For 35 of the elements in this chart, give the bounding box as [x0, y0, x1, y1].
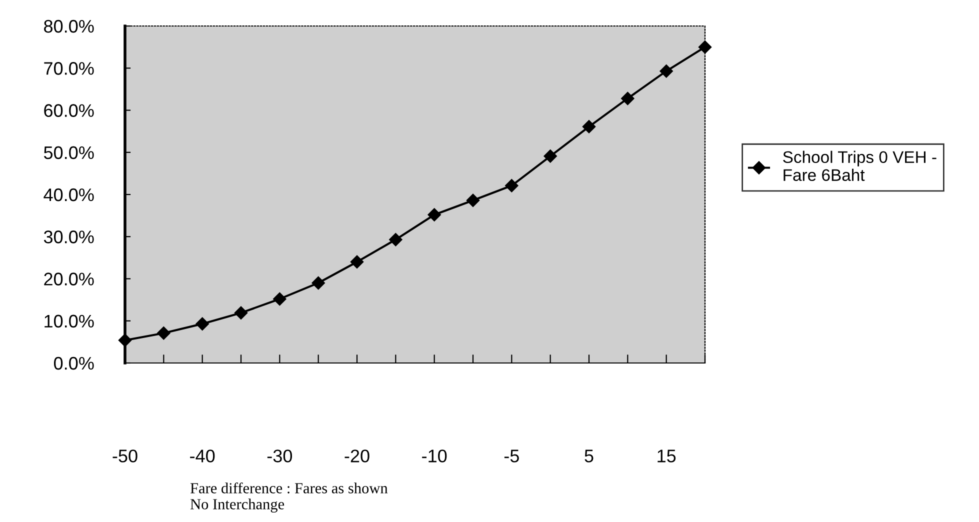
point: [196, 317, 209, 330]
legend-label: School Trips 0 VEH - Fare 6Baht: [783, 150, 936, 181]
point: [621, 92, 634, 106]
point: [466, 194, 480, 207]
point: [118, 334, 132, 347]
point: [350, 255, 364, 268]
x-tick-label: -5: [504, 450, 519, 462]
point: [582, 120, 596, 134]
x-tick-label: -30: [267, 450, 292, 462]
point: [505, 179, 518, 192]
x-tick-label: 5: [584, 450, 594, 462]
x-tick-label: -40: [190, 450, 215, 462]
y-tick-label: 70.0%: [44, 62, 94, 75]
x-tick-label: -20: [344, 450, 370, 462]
y-tick-label: 30.0%: [44, 230, 94, 244]
x-tick-label: -10: [422, 450, 447, 462]
y-tick-label: 0.0%: [54, 356, 94, 370]
point: [428, 208, 441, 222]
y-tick-label: 40.0%: [44, 188, 94, 202]
point: [698, 40, 712, 54]
point: [544, 150, 557, 163]
point: [312, 276, 325, 290]
point: [273, 292, 286, 306]
x-tick-label: -50: [112, 450, 138, 462]
point: [157, 326, 170, 340]
y-tick-label: 80.0%: [44, 20, 94, 33]
point: [389, 232, 402, 246]
x-tick-label: 15: [658, 450, 676, 462]
y-tick-label: 50.0%: [44, 146, 94, 160]
point: [660, 64, 673, 78]
y-tick-label: 60.0%: [44, 104, 94, 117]
y-tick-label: 20.0%: [44, 272, 94, 286]
point: [234, 306, 248, 320]
x-axis-title: Fare difference : Fares as shown No Interchange: [190, 482, 388, 513]
y-tick-label: 10.0%: [44, 314, 94, 328]
